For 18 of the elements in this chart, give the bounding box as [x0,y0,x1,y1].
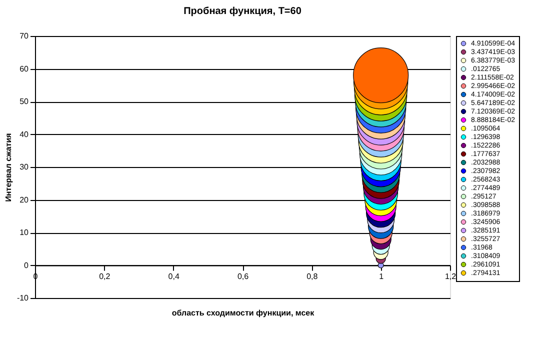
x-tick-label: 0,2 [99,272,111,281]
y-tick-label: 60 [20,64,30,74]
y-axis-title: Интервал сжатия [4,132,13,202]
y-tick-label: -10 [16,294,30,302]
y-tick-label: 0 [24,260,30,270]
y-tick-label: 20 [20,195,30,204]
x-tick-label: 0,8 [306,272,318,281]
y-tick-label: 70 [20,32,30,40]
x-tick-label: 1,2 [444,272,457,281]
x-tick-label: 1 [379,272,384,281]
x-axis-title: область сходимости функции, мсек [172,308,316,318]
x-tick-label: 0,4 [168,272,180,281]
chart-title: Пробная функция, T=60 [184,6,302,17]
x-tick-label: 0,6 [237,272,250,281]
y-tick-label: 30 [20,162,30,172]
y-tick-label: 10 [20,228,30,237]
y-tick-label: 40 [20,130,30,139]
y-tick-label: 50 [20,97,30,106]
